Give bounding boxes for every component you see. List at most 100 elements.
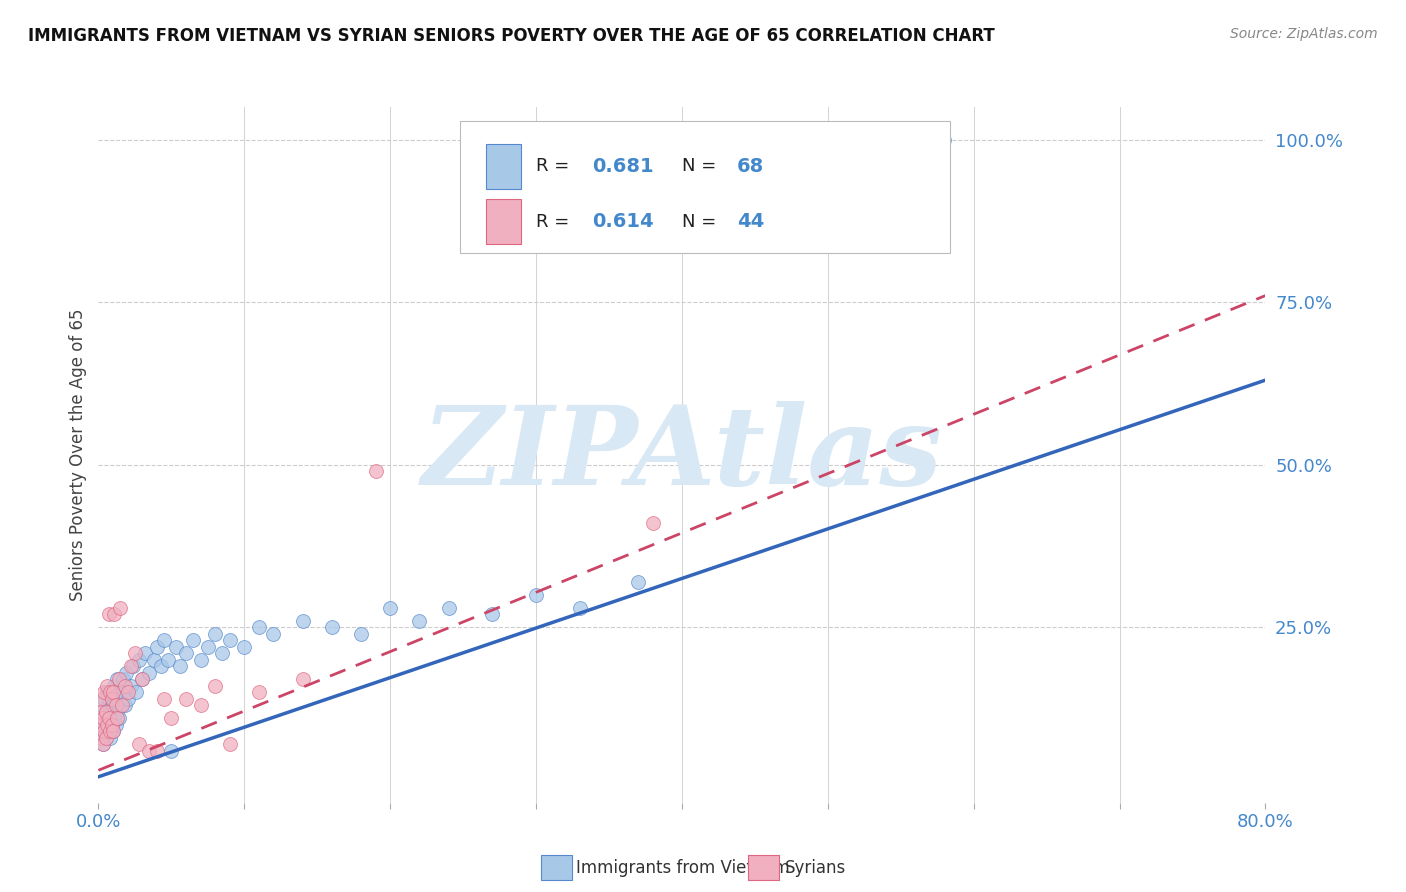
Point: [131, 672, 153, 686]
Point: [105, 705, 128, 719]
Point: [247, 620, 270, 634]
Text: R =: R =: [536, 213, 575, 231]
Point: [100, 718, 122, 732]
Text: ZIPAtlas: ZIPAtlas: [422, 401, 942, 508]
Point: [112, 672, 135, 686]
Point: [89, 718, 111, 732]
Point: [408, 614, 430, 628]
Point: [91, 737, 114, 751]
Text: Source: ZipAtlas.com: Source: ZipAtlas.com: [1230, 27, 1378, 41]
Point: [641, 516, 664, 531]
Point: [91, 711, 114, 725]
Point: [96, 718, 118, 732]
Point: [153, 691, 176, 706]
Point: [218, 633, 240, 648]
Point: [157, 653, 180, 667]
Point: [105, 711, 128, 725]
Text: Syrians: Syrians: [785, 859, 846, 877]
Text: R =: R =: [536, 157, 575, 175]
Point: [125, 685, 148, 699]
Point: [101, 724, 124, 739]
Point: [117, 685, 139, 699]
Point: [97, 724, 120, 739]
Point: [190, 653, 212, 667]
Point: [350, 626, 373, 640]
Point: [89, 718, 111, 732]
Point: [90, 698, 112, 713]
Point: [103, 711, 125, 725]
Point: [138, 744, 160, 758]
Point: [91, 737, 114, 751]
Point: [120, 679, 142, 693]
Text: IMMIGRANTS FROM VIETNAM VS SYRIAN SENIORS POVERTY OVER THE AGE OF 65 CORRELATION: IMMIGRANTS FROM VIETNAM VS SYRIAN SENIOR…: [28, 27, 995, 45]
Point: [90, 705, 112, 719]
Point: [98, 705, 121, 719]
Point: [128, 653, 150, 667]
Point: [481, 607, 503, 622]
Point: [105, 672, 128, 686]
Point: [117, 691, 139, 706]
Point: [146, 744, 169, 758]
Point: [89, 691, 111, 706]
Point: [122, 659, 145, 673]
Point: [93, 724, 115, 739]
Point: [321, 620, 343, 634]
Point: [120, 659, 142, 673]
Point: [115, 665, 138, 680]
Text: 0.614: 0.614: [592, 212, 654, 231]
Point: [96, 679, 118, 693]
Point: [108, 672, 131, 686]
Point: [96, 718, 118, 732]
Point: [291, 614, 314, 628]
Point: [94, 705, 117, 719]
Point: [197, 640, 219, 654]
Point: [110, 698, 132, 713]
Text: N =: N =: [682, 157, 721, 175]
Text: 0.681: 0.681: [592, 157, 654, 176]
Point: [98, 724, 121, 739]
Bar: [486, 199, 520, 244]
Point: [153, 633, 176, 648]
Point: [262, 626, 284, 640]
Point: [96, 685, 118, 699]
Point: [437, 600, 460, 615]
Point: [131, 672, 153, 686]
FancyBboxPatch shape: [460, 121, 950, 253]
Point: [211, 646, 233, 660]
Point: [103, 679, 125, 693]
Point: [524, 588, 547, 602]
Point: [97, 698, 120, 713]
Text: Immigrants from Vietnam: Immigrants from Vietnam: [576, 859, 790, 877]
Point: [104, 698, 127, 713]
Point: [100, 691, 122, 706]
Point: [90, 731, 112, 745]
Point: [101, 685, 124, 699]
Point: [98, 685, 121, 699]
Point: [627, 574, 650, 589]
Point: [247, 685, 270, 699]
Point: [165, 640, 187, 654]
Point: [138, 665, 160, 680]
Point: [93, 685, 115, 699]
Point: [174, 691, 197, 706]
Y-axis label: Seniors Poverty Over the Age of 65: Seniors Poverty Over the Age of 65: [69, 309, 87, 601]
Point: [568, 600, 591, 615]
Point: [91, 711, 114, 725]
Point: [114, 679, 136, 693]
Point: [101, 724, 124, 739]
Point: [233, 640, 256, 654]
Bar: [486, 144, 520, 189]
Point: [169, 659, 191, 673]
Point: [111, 698, 134, 713]
Point: [204, 679, 226, 693]
Point: [181, 633, 204, 648]
Point: [190, 698, 212, 713]
Point: [111, 685, 134, 699]
Point: [150, 659, 173, 673]
Point: [146, 640, 169, 654]
Point: [93, 724, 115, 739]
Point: [97, 607, 120, 622]
Text: N =: N =: [682, 213, 721, 231]
Point: [174, 646, 197, 660]
Point: [160, 744, 183, 758]
